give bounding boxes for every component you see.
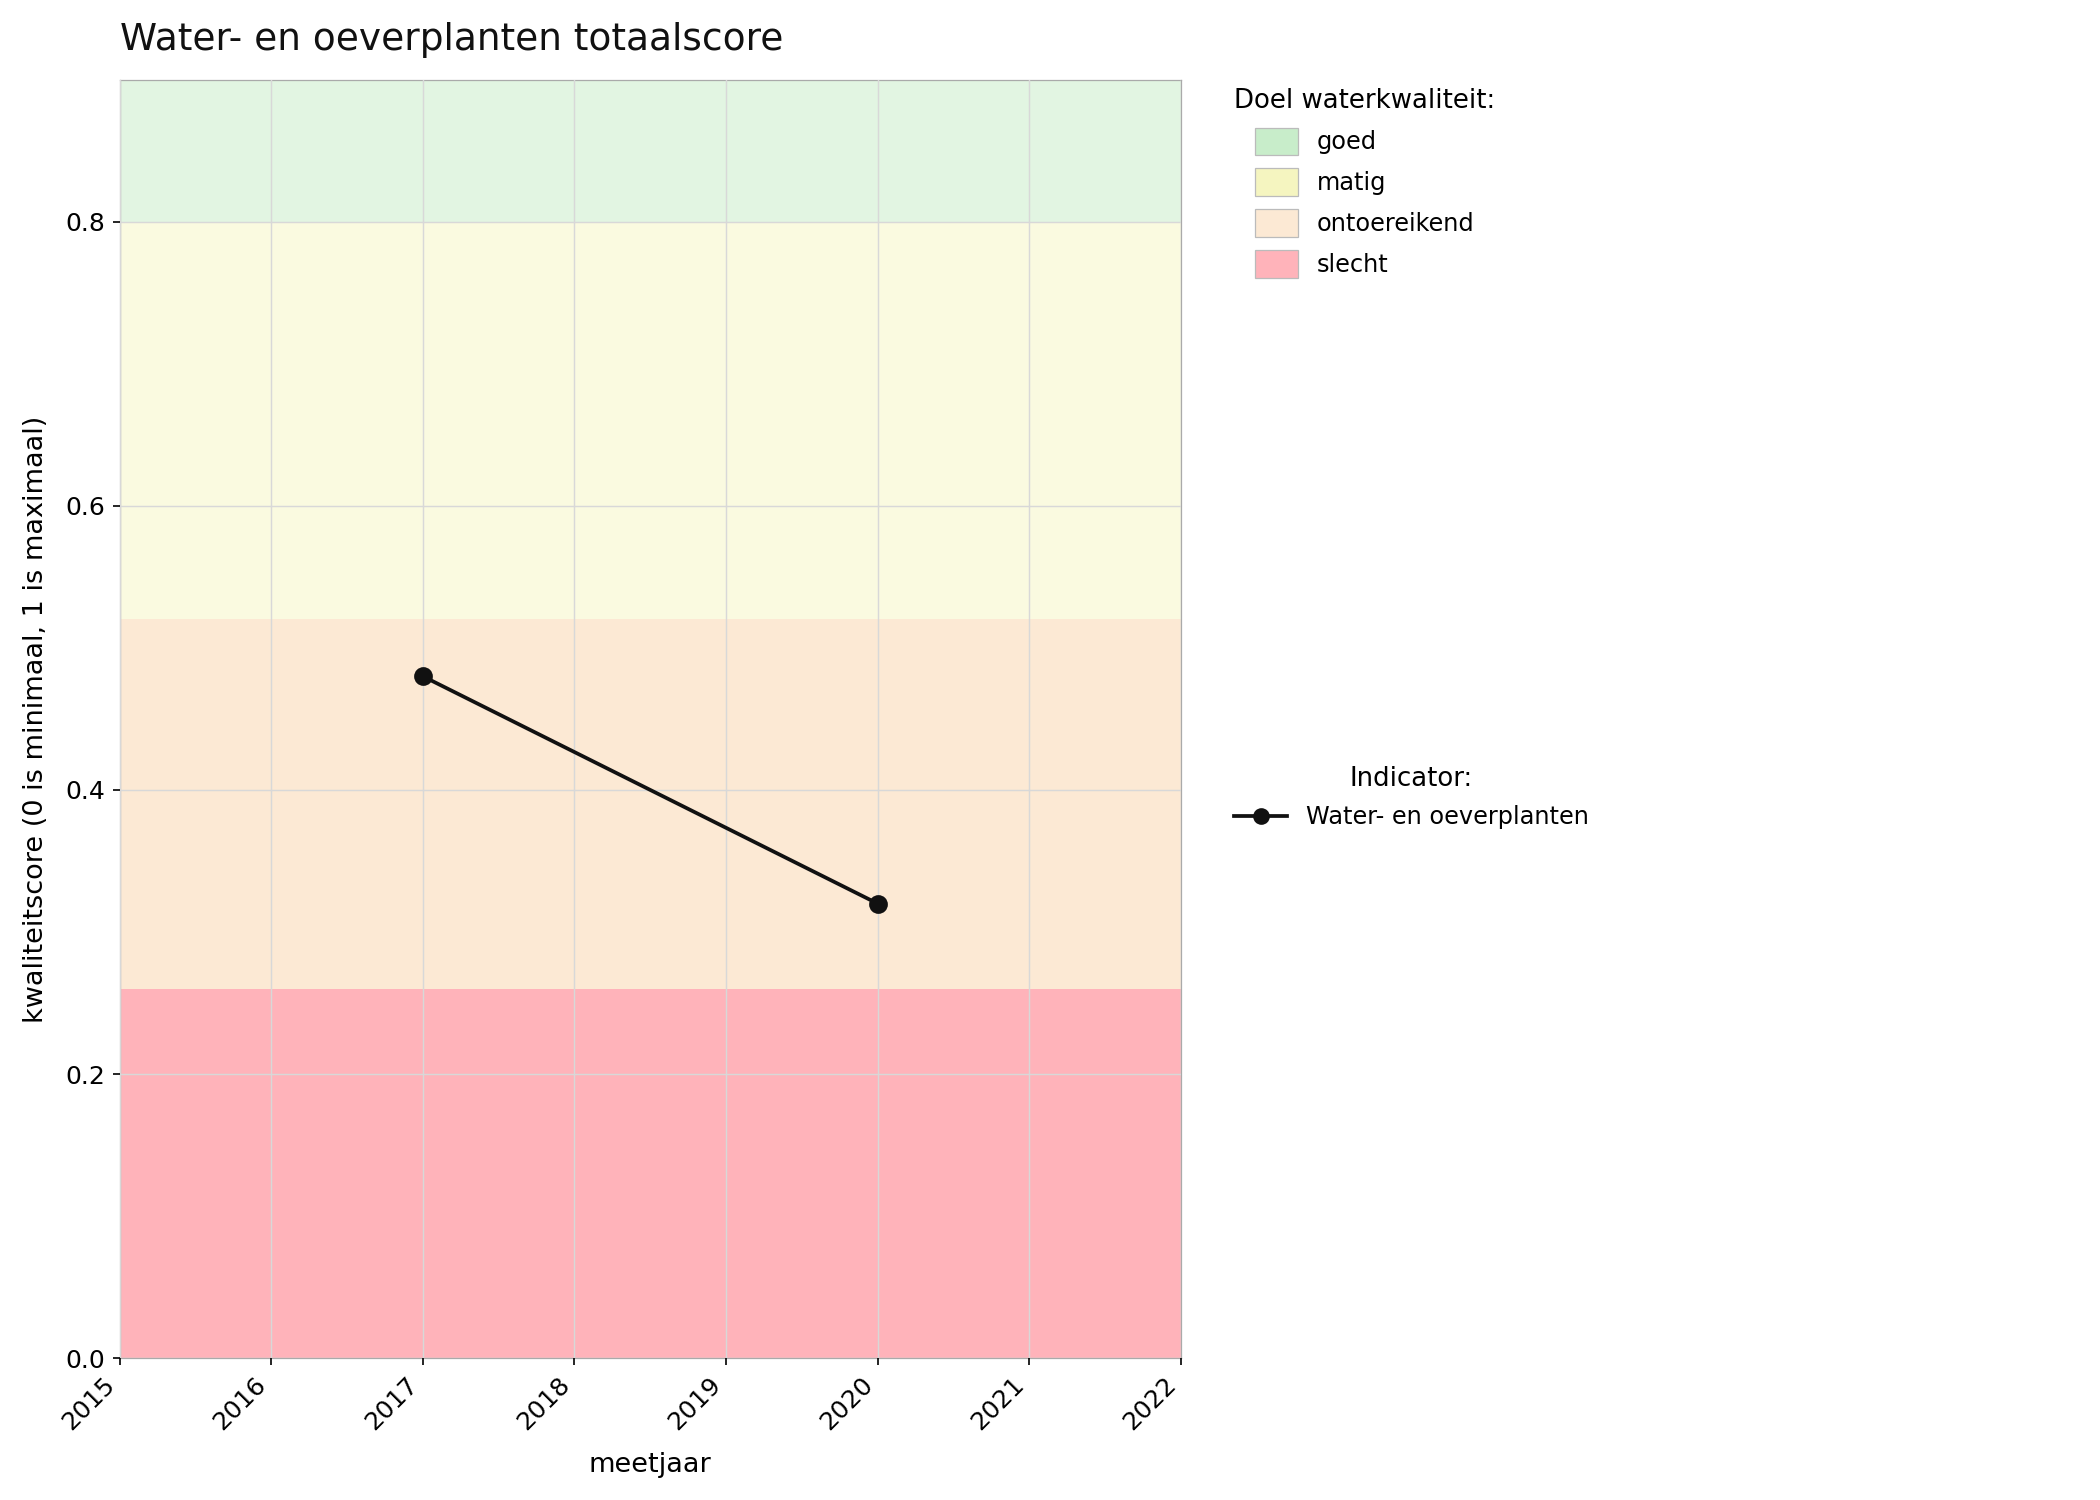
Legend: Water- en oeverplanten: Water- en oeverplanten [1224,756,1598,839]
Text: Water- en oeverplanten totaalscore: Water- en oeverplanten totaalscore [120,22,783,58]
X-axis label: meetjaar: meetjaar [588,1452,712,1478]
Bar [120,38,1180,222]
Y-axis label: kwaliteitscore (0 is minimaal, 1 is maximaal): kwaliteitscore (0 is minimaal, 1 is maxi… [23,416,48,1023]
Bar [120,988,1180,1358]
Bar [120,620,1180,988]
Bar [120,222,1180,620]
